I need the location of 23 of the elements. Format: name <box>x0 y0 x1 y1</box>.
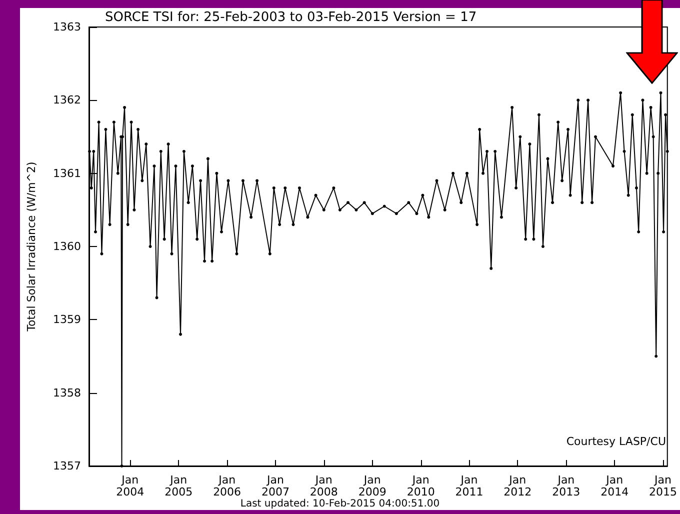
y-tick-label: 1362 <box>53 94 81 107</box>
x-tick-label: Jan 2009 <box>358 474 386 498</box>
x-tick-label: Jan 2014 <box>600 474 629 498</box>
x-tick-label: Jan 2007 <box>261 474 290 498</box>
x-tick-label: Jan 2010 <box>406 474 435 498</box>
y-tick-label: 1359 <box>53 313 81 326</box>
x-tick-label: Jan 2005 <box>164 474 193 498</box>
chart-title: SORCE TSI for: 25-Feb-2003 to 03-Feb-2015 Version = 17 <box>105 10 477 25</box>
x-tick-label: Jan 2006 <box>213 474 242 498</box>
y-axis-title: Total Solar Irradiance (W/m^2) <box>25 162 38 332</box>
x-tick-label: Jan 2011 <box>455 474 484 498</box>
y-tick-label: 1360 <box>53 240 81 253</box>
y-tick-label: 1357 <box>53 460 81 472</box>
y-tick-label: 1358 <box>53 386 81 400</box>
annotation: Courtesy LASP/CU <box>566 435 666 448</box>
y-tick-label: 1363 <box>53 20 81 34</box>
y-tick-label: 1361 <box>53 166 81 180</box>
x-tick-label: Jan 2008 <box>310 474 338 498</box>
x-tick-label: Jan 2013 <box>552 474 580 498</box>
x-tick-label: Jan 2004 <box>116 474 144 498</box>
x-tick-label: Jan 2015 <box>649 474 678 498</box>
x-tick-label: Jan 2012 <box>504 474 532 498</box>
text: Last updated: 10-Feb-2015 04:00:51.00 <box>240 498 440 510</box>
